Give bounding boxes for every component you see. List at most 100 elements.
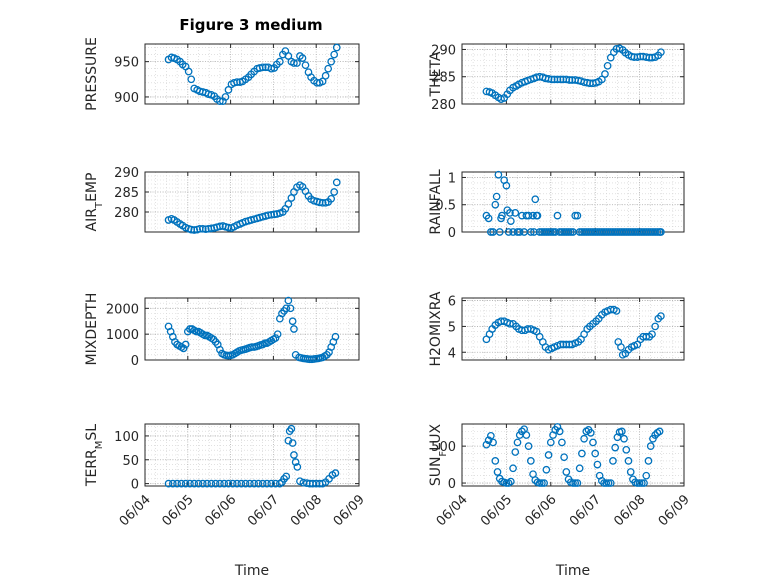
- data-point: [296, 477, 304, 486]
- y-tick-label: 2000: [106, 302, 139, 317]
- y-tick-label: 1000: [106, 328, 139, 343]
- data-point: [498, 211, 506, 220]
- x-axis-label: Time: [234, 563, 269, 579]
- data-point: [612, 307, 621, 315]
- data-point: [635, 479, 644, 487]
- x-tick-label: 06/09: [331, 492, 368, 529]
- data-point: [179, 344, 188, 353]
- y-axis-label: PRESSURE: [84, 37, 100, 111]
- y-tick-label: 500: [431, 440, 456, 455]
- data-point: [562, 468, 571, 476]
- data-point: [284, 296, 293, 305]
- data-point: [555, 427, 564, 436]
- y-axis-label: RAINFALL: [428, 169, 444, 234]
- data-point: [651, 431, 659, 439]
- data-point: [617, 427, 626, 436]
- data-point: [622, 445, 631, 454]
- data-point: [216, 97, 224, 106]
- data-point: [282, 304, 291, 313]
- y-tick-label: 5: [448, 320, 456, 335]
- data-point: [164, 479, 173, 488]
- data-point: [571, 479, 580, 487]
- data-point: [573, 479, 582, 487]
- data-point: [657, 48, 665, 57]
- data-point: [233, 479, 241, 488]
- axes-box: [144, 171, 360, 233]
- subplot-terr_msl: 0 50 100 TERRMSL 06/04 06/05 06/06 06/07 06/08 06…: [84, 423, 368, 579]
- data-point: [258, 63, 267, 72]
- data-point: [648, 330, 656, 339]
- y-tick-label: 50: [122, 454, 139, 469]
- data-point: [198, 479, 207, 488]
- data-point: [546, 438, 555, 447]
- data-point: [186, 479, 194, 488]
- data-point: [518, 427, 526, 436]
- data-point: [290, 325, 298, 333]
- data-point: [591, 449, 600, 458]
- subplot-pressure: 900 950 PRESSURE: [84, 37, 360, 111]
- data-point: [293, 59, 301, 67]
- data-point: [190, 479, 199, 488]
- data-point: [332, 178, 341, 187]
- data-point: [657, 228, 665, 236]
- data-point: [657, 312, 665, 320]
- data-point: [544, 451, 553, 459]
- data-point: [293, 463, 302, 471]
- axes-box: [461, 43, 685, 105]
- data-point: [566, 228, 575, 236]
- data-point: [526, 228, 535, 236]
- data-point: [511, 448, 520, 456]
- data-point: [221, 93, 230, 101]
- axes-box: [144, 297, 360, 361]
- data-point: [271, 334, 280, 342]
- y-tick-label: 280: [431, 98, 456, 113]
- data-point: [593, 460, 602, 469]
- data-point: [489, 438, 497, 447]
- data-point: [284, 200, 293, 208]
- subplot-h2omixra: 4 5 6 H2OMIXRA: [428, 291, 685, 367]
- data-point: [637, 479, 646, 487]
- data-point: [575, 464, 584, 473]
- data-point: [224, 86, 233, 94]
- data-point: [493, 468, 502, 476]
- figure-title: Figure 3 medium: [179, 16, 322, 34]
- data-point: [267, 210, 276, 219]
- data-point: [246, 479, 254, 488]
- data-point: [487, 228, 495, 236]
- y-tick-label: 4: [448, 346, 456, 361]
- y-tick-label: 0: [131, 478, 139, 493]
- subplot-mixdepth: 0 1000 2000 MIXDEPTH: [84, 293, 360, 369]
- data-point: [515, 228, 524, 236]
- x-tick-label: 06/05: [160, 492, 197, 529]
- x-tick-label: 06/07: [567, 492, 604, 529]
- data-point: [301, 61, 310, 70]
- data-point: [533, 211, 542, 220]
- data-point: [506, 477, 515, 486]
- data-point: [291, 458, 300, 467]
- data-point: [502, 181, 511, 190]
- axes-box: [144, 43, 360, 105]
- data-point: [651, 322, 659, 331]
- data-point: [228, 479, 237, 488]
- data-point: [601, 70, 609, 78]
- data-point: [194, 479, 203, 488]
- data-point: [327, 194, 336, 203]
- data-point: [506, 217, 515, 225]
- x-tick-label: 06/09: [656, 492, 693, 529]
- data-point: [298, 54, 307, 62]
- data-point: [580, 434, 588, 443]
- data-point: [280, 474, 288, 483]
- data-point: [495, 228, 504, 236]
- data-point: [569, 479, 577, 487]
- data-point: [318, 198, 327, 207]
- data-point: [558, 438, 566, 447]
- y-tick-label: 950: [114, 56, 139, 71]
- data-point: [603, 61, 612, 70]
- data-point: [250, 479, 258, 488]
- data-point: [282, 472, 291, 481]
- data-point: [241, 479, 250, 488]
- x-tick-label: 06/08: [288, 492, 325, 529]
- data-point: [644, 457, 653, 465]
- data-point: [198, 224, 207, 233]
- data-point: [290, 451, 298, 459]
